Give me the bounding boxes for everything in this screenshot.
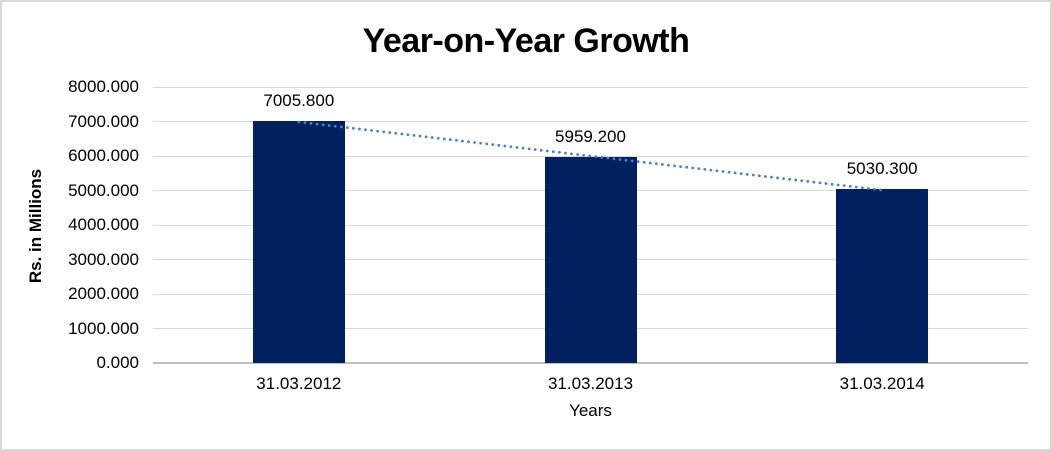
x-tick-label: 31.03.2014 (839, 374, 925, 393)
y-tick-label: 2000.000 (68, 284, 139, 303)
gridline (153, 86, 1028, 88)
y-tick-label: 3000.000 (68, 249, 139, 269)
y-tick-label: 8000.000 (68, 77, 139, 96)
bar-value-label: 5959.200 (555, 127, 626, 147)
y-tick-label: 7000.000 (68, 111, 139, 131)
trendline (297, 120, 884, 192)
y-axis-tick-labels: 0.000 1000.000 2000.000 3000.000 4000.000 500… (2, 77, 139, 372)
x-axis-line (153, 362, 1028, 364)
gridline (153, 121, 1028, 122)
plot-area: 7005.800 31.03.2012 5959.200 31.03.2013 5030… (153, 86, 1028, 420)
y-tick-label: 6000.000 (68, 146, 139, 165)
bar-value-label: 7005.800 (263, 91, 335, 111)
bar-31.03.2013 (544, 157, 637, 363)
y-tick-label: 4000.000 (68, 215, 139, 234)
y-tick-label: 1000.000 (68, 318, 139, 338)
y-tick-label: 5000.000 (68, 180, 139, 200)
chart-title: Year-on-Year Growth (362, 22, 690, 60)
bar-31.03.2014 (836, 189, 929, 363)
y-tick-label: 0.000 (96, 353, 139, 372)
bar-value-label: 5030.300 (846, 159, 918, 179)
x-axis-title: Years (569, 401, 612, 420)
bar-31.03.2012 (252, 121, 345, 363)
x-tick-label: 31.03.2012 (256, 374, 342, 393)
x-tick-label: 31.03.2013 (547, 374, 634, 393)
